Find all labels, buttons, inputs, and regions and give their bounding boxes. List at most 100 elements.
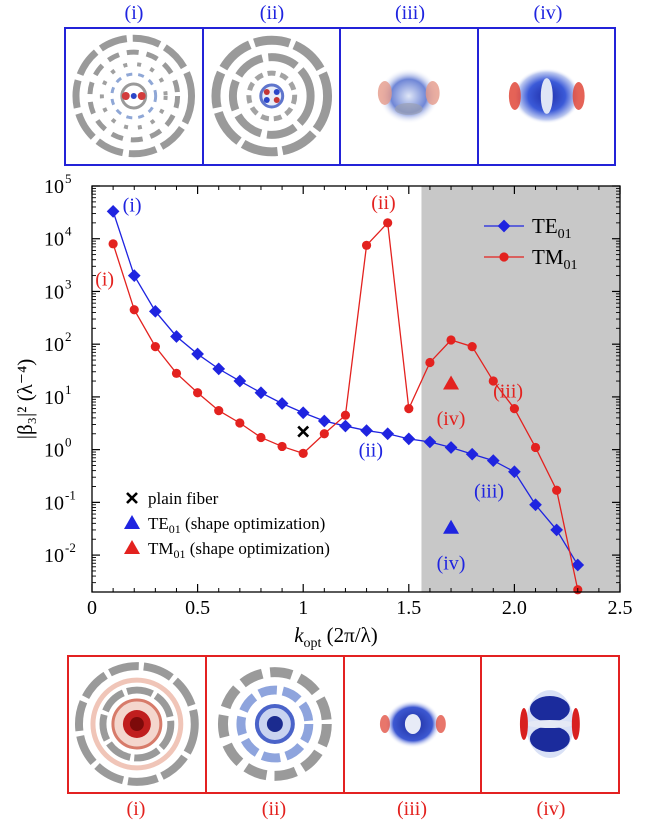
tm-point — [552, 485, 562, 495]
tm-point — [488, 376, 498, 386]
te-mode-field-images — [64, 27, 616, 166]
annotation-label: (iv) — [437, 553, 466, 575]
tm-point — [530, 442, 541, 453]
y-tick-exponent: 0 — [65, 435, 72, 450]
y-tick-exponent: 3 — [65, 276, 72, 291]
x-tick-label: 0 — [87, 597, 97, 619]
tm-point — [277, 441, 287, 452]
bottom-label-iv: (iv) — [536, 798, 566, 820]
te-point — [465, 447, 479, 461]
annotation-label: (ii) — [371, 192, 395, 214]
te-point — [106, 205, 120, 218]
bottom-label-ii: (ii) — [261, 798, 287, 820]
annotation-label: (iii) — [493, 380, 523, 402]
tm-point — [193, 388, 203, 398]
tm-point — [235, 418, 245, 428]
te-point — [339, 419, 352, 433]
te-point — [508, 465, 521, 479]
te-point — [254, 386, 268, 400]
top-label-ii: (ii) — [259, 2, 285, 24]
y-tick-label: 10 — [44, 440, 64, 462]
dispersion-chart: (i) (i) (ii) (ii) (iii) (iii) (iv) (iv) 0 0.5 1 1.… — [13, 171, 633, 650]
annotation-label: (iii) — [474, 481, 504, 503]
tm-point — [446, 335, 456, 345]
y-tick-exponent: 2 — [65, 329, 72, 344]
tm-mode-image-i — [69, 657, 205, 792]
x-tick-label: 0.5 — [185, 597, 210, 619]
tm-point — [467, 341, 477, 352]
annotation-label: (ii) — [359, 440, 383, 462]
tm-point — [171, 368, 182, 378]
te-point — [191, 347, 204, 361]
annotation-label: (i) — [95, 268, 114, 290]
tm-mode-image-ii — [204, 657, 343, 792]
y-axis-label: |β₃|² (λ⁻⁴) — [13, 359, 37, 440]
tm-point — [383, 218, 393, 228]
te-point — [486, 454, 500, 467]
legend-layer: TE01 TM01 plain fiber TE01 (shape optimizat… — [124, 214, 578, 561]
legend-te-label: TE01 — [532, 214, 572, 242]
y-tick-exponent: -1 — [65, 487, 76, 502]
extra-points-layer — [297, 375, 460, 534]
annotation-label: (iv) — [437, 408, 466, 430]
y-tick-label: 10 — [44, 334, 64, 356]
top-panel-labels: (i) (ii) (iii) (iv) — [0, 0, 647, 30]
tm-point — [256, 432, 266, 443]
te-mode-image-iv — [476, 29, 614, 164]
top-label-iv: (iv) — [533, 2, 563, 24]
legend-extra-label: plain fiber — [148, 489, 219, 508]
bottom-label-iii: (iii) — [397, 798, 427, 820]
bottom-label-i: (i) — [126, 798, 146, 820]
plot-frame — [91, 185, 621, 593]
y-tick-label: 10 — [44, 281, 64, 303]
y-tick-exponent: 1 — [65, 382, 72, 397]
x-tick-label: 2.5 — [608, 597, 633, 619]
te-mode-image-i — [66, 29, 202, 164]
bottom-panel-labels: (i) (ii) (iii) (iv) — [0, 798, 647, 828]
te-shape-opt-point — [443, 519, 460, 534]
tm-point — [108, 239, 118, 249]
te-point — [402, 432, 416, 446]
te-point — [212, 362, 226, 376]
legend-plain-fiber-marker — [126, 492, 138, 504]
x-tick-label: 1 — [298, 597, 308, 619]
tm-mode-field-images — [67, 655, 620, 794]
tm-mode-image-iv — [480, 657, 618, 792]
plain-fiber-point — [297, 425, 310, 438]
tm-point — [214, 405, 224, 416]
te-mode-image-iii — [339, 29, 477, 164]
y-tick-label: 10 — [44, 492, 64, 514]
tm-point — [361, 240, 372, 250]
tm-shape-opt-point — [443, 375, 460, 390]
tm-point — [150, 341, 160, 352]
te-point — [127, 269, 141, 282]
te-point — [317, 414, 331, 428]
legend-extra-label: TE01 (shape optimization) — [148, 514, 325, 536]
y-tick-exponent: 4 — [65, 224, 72, 239]
annotation-label: (i) — [123, 195, 142, 217]
te-point — [275, 397, 289, 410]
series-layer — [106, 205, 585, 595]
te-point — [233, 374, 247, 388]
top-label-iii: (iii) — [395, 2, 425, 24]
te-point — [423, 435, 437, 449]
te-point — [381, 427, 395, 441]
legend-extra-label: TM01 (shape optimization) — [148, 539, 330, 561]
top-label-i: (i) — [124, 2, 144, 24]
y-tick-exponent: 5 — [65, 171, 72, 186]
x-tick-label: 1.5 — [396, 597, 421, 619]
te-point — [360, 424, 373, 437]
tm-point — [509, 404, 519, 414]
x-axis-label: kopt (2π/λ) — [294, 623, 378, 650]
te-mode-image-ii — [201, 29, 339, 164]
tm-mode-image-iii — [342, 657, 481, 792]
tm-point — [425, 357, 435, 368]
te-point — [296, 406, 310, 420]
legend-tm-label: TM01 — [532, 245, 578, 273]
legend-te-marker — [497, 219, 511, 233]
legend-tm-shape-opt-marker — [124, 540, 140, 554]
legend-tm-marker — [499, 252, 509, 262]
tm-point — [340, 410, 351, 420]
x-tick-label: 2.0 — [502, 597, 527, 619]
